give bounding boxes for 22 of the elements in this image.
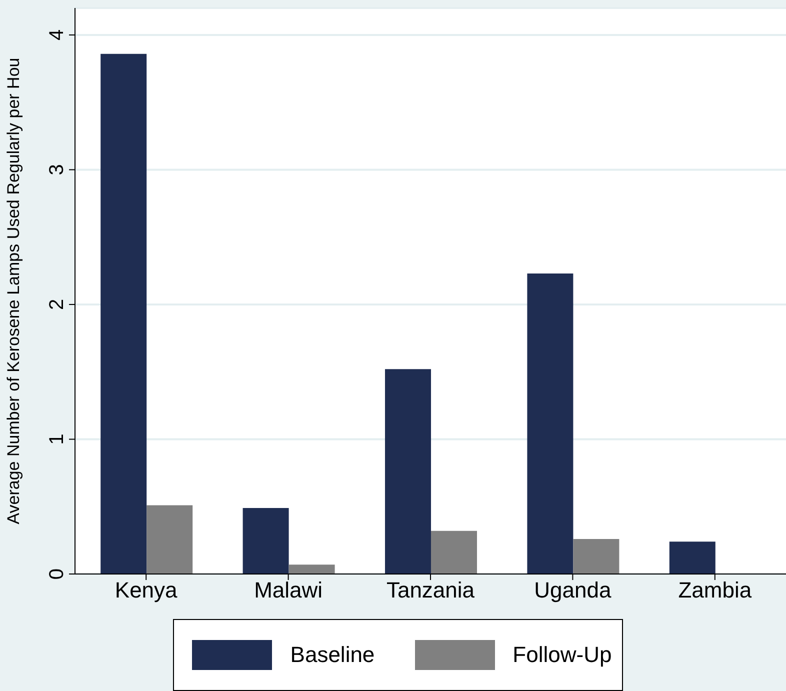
bar: [242, 508, 289, 574]
x-tick-label: Kenya: [114, 578, 178, 603]
x-tick-label: Tanzania: [386, 578, 476, 603]
y-tick-label: 1: [46, 434, 68, 445]
bar: [669, 542, 716, 574]
legend-label: Baseline: [290, 642, 375, 668]
bar: [288, 564, 335, 574]
bar: [100, 54, 147, 574]
y-axis-title: Average Number of Kerosene Lamps Used Regularly per Hou: [4, 58, 24, 524]
bar: [146, 505, 193, 574]
legend-label: Follow-Up: [512, 642, 612, 668]
y-tick-label: 4: [46, 29, 68, 41]
bar: [573, 538, 620, 574]
y-tick-label: 2: [46, 298, 68, 310]
bar: [430, 530, 477, 574]
y-tick-label: 3: [46, 164, 68, 176]
x-tick-label: Uganda: [534, 578, 612, 603]
y-tick-label: 0: [46, 568, 68, 580]
bar: [384, 369, 431, 574]
bar: [527, 273, 574, 574]
x-tick-label: Malawi: [254, 578, 323, 603]
x-tick-label: Zambia: [678, 578, 752, 603]
